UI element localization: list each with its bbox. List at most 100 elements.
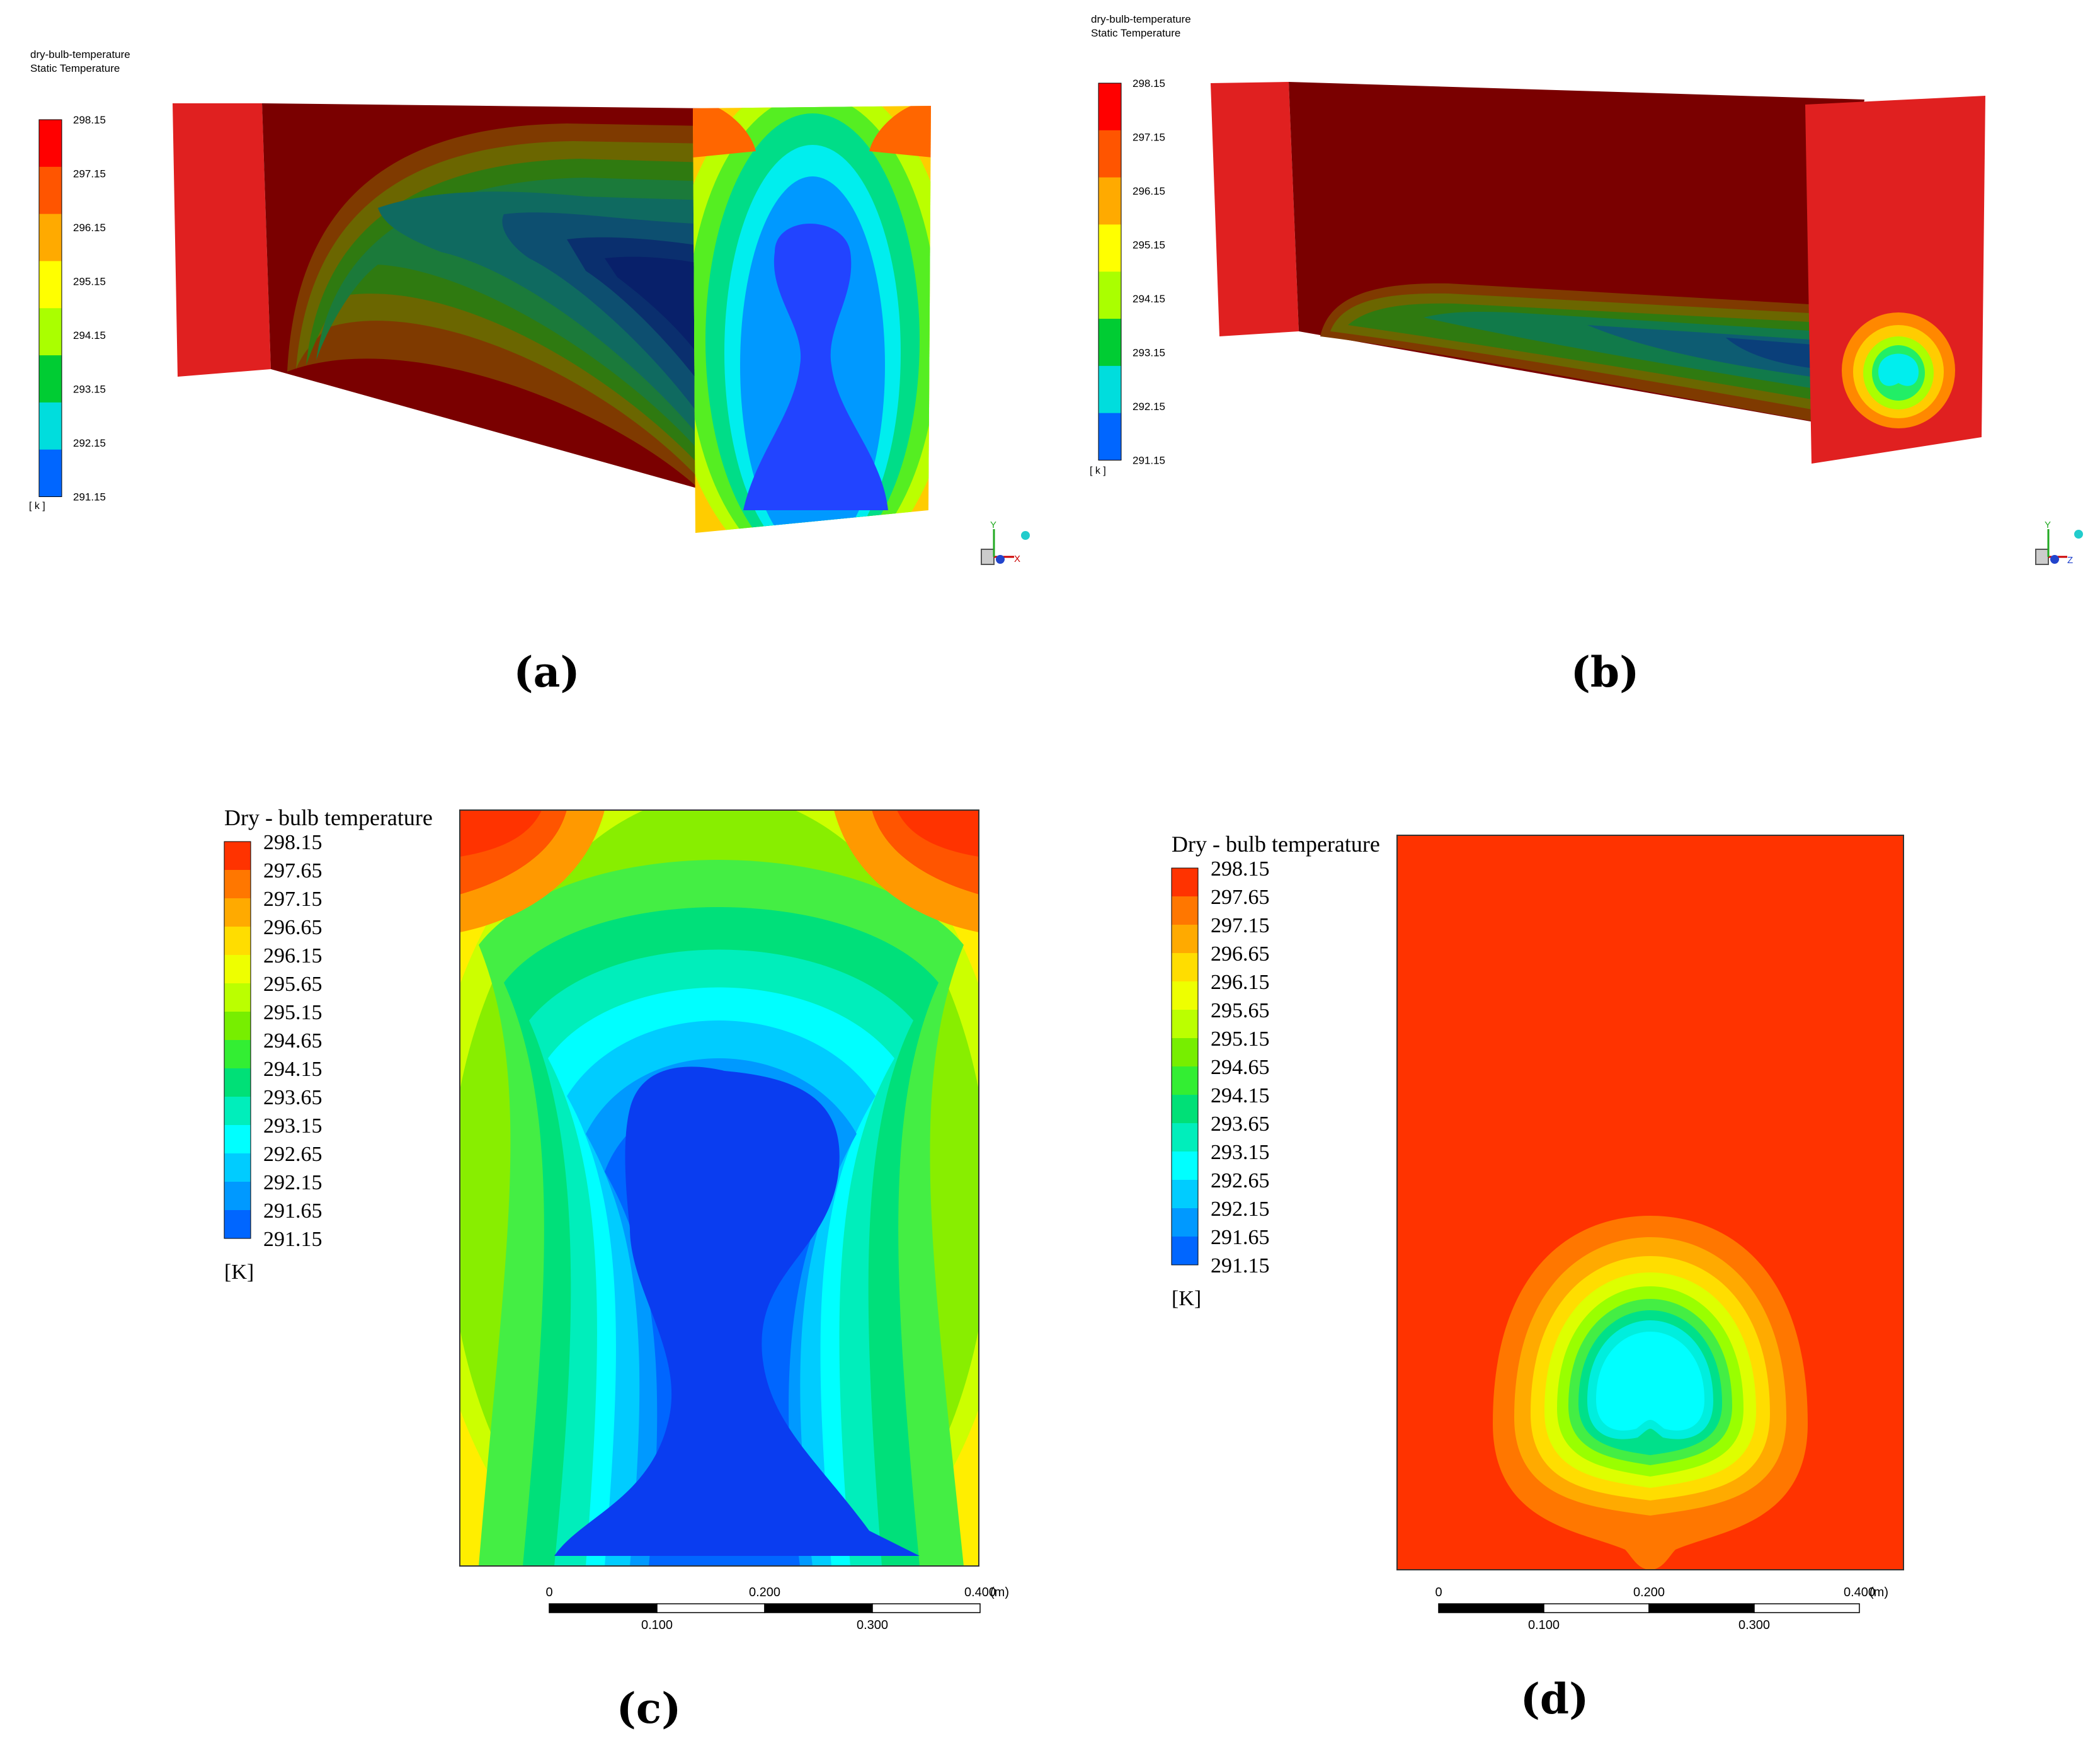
legend-band: [1172, 1237, 1198, 1266]
legend-tick-label: 292.65: [1211, 1169, 1270, 1192]
panel-a-label: (a): [513, 648, 579, 697]
legend-tick-label: 297.65: [263, 859, 322, 883]
panel-b-left-wall: [1211, 82, 1299, 336]
legend-band: [39, 308, 62, 356]
panel-b-legend-title-2: Static Temperature: [1091, 27, 1180, 39]
scale-segment: [1754, 1603, 1860, 1613]
legend-band: [1172, 953, 1198, 982]
panel-a-legend-title-2: Static Temperature: [30, 62, 120, 74]
panel-a: dry-bulb-temperature Static Temperature …: [29, 49, 1030, 697]
scale-segment: [1543, 1603, 1650, 1613]
legend-band: [1099, 83, 1121, 131]
legend-band: [224, 870, 251, 899]
legend-band: [1172, 1010, 1198, 1039]
legend-band: [1099, 271, 1121, 319]
legend-tick-label: 297.15: [1211, 914, 1270, 937]
legend-tick-label: 291.15: [73, 491, 106, 503]
legend-tick-label: 292.15: [1133, 401, 1165, 413]
panel-b-axis-z-label: Z: [2067, 555, 2073, 566]
legend-frame: [224, 841, 251, 1239]
panel-c-color-legend: 298.15 297.65 297.15 296.65 296.15 295.65 295.…: [224, 831, 322, 1251]
legend-tick-label: 296.65: [1211, 942, 1270, 966]
panel-c-label: (c): [617, 1684, 682, 1733]
legend-frame: [38, 119, 62, 497]
scale-tick-label: 0.400: [1844, 1586, 1875, 1599]
legend-band: [224, 1097, 251, 1126]
panel-a-unit: [ k ]: [29, 501, 45, 511]
panel-a-jet-plume: [287, 123, 708, 489]
legend-band: [1172, 1038, 1198, 1067]
legend-band: [1172, 896, 1198, 925]
panel-b-color-legend: 298.15 297.15 296.15 295.15 294.15 293.15 292.…: [1098, 77, 1165, 466]
legend-tick-label: 295.15: [1133, 239, 1165, 251]
legend-tick-label: 296.65: [263, 916, 322, 939]
legend-tick-label: 294.15: [1133, 293, 1165, 305]
scale-tick-label: 0.300: [1738, 1618, 1770, 1632]
legend-band: [1172, 1095, 1198, 1124]
panel-a-axis-y-label: Y: [990, 520, 996, 530]
legend-tick-label: 293.15: [73, 383, 106, 395]
panel-a-legend-title-1: dry-bulb-temperature: [30, 49, 130, 60]
scale-segment: [872, 1603, 981, 1613]
legend-tick-label: 291.65: [1211, 1226, 1270, 1249]
legend-band: [224, 955, 251, 984]
legend-band: [224, 927, 251, 956]
legend-band: [224, 1012, 251, 1041]
scale-tick-label: 0.200: [749, 1586, 780, 1599]
scale-tick-label: 0.400: [964, 1586, 996, 1599]
legend-tick-label: 297.15: [73, 168, 106, 180]
legend-band: [39, 449, 62, 497]
panel-b-outlet-plane: [1805, 96, 1985, 464]
legend-tick-label: 294.65: [263, 1029, 322, 1053]
panel-b-3d-view: Z Y: [1211, 82, 2083, 566]
legend-band: [1099, 413, 1121, 460]
legend-band: [1172, 925, 1198, 954]
legend-tick-label: 297.15: [263, 888, 322, 911]
legend-band: [39, 261, 62, 309]
legend-tick-label: 291.15: [1133, 454, 1165, 466]
legend-frame: [1098, 83, 1122, 460]
legend-band: [224, 1068, 251, 1097]
legend-tick-label: 291.15: [263, 1228, 322, 1251]
legend-tick-label: 298.15: [263, 831, 322, 854]
legend-tick-label: 297.15: [1133, 131, 1165, 143]
panel-a-axis-x-label: X: [1014, 554, 1020, 564]
scale-tick-label: 0.100: [1528, 1618, 1560, 1632]
legend-tick-label: 295.65: [263, 973, 322, 996]
legend-tick-label: 293.65: [263, 1086, 322, 1109]
legend-tick-label: 295.65: [1211, 999, 1270, 1022]
legend-tick-label: 295.15: [263, 1001, 322, 1024]
panel-b: dry-bulb-temperature Static Temperature …: [1090, 13, 2083, 697]
legend-band: [39, 402, 62, 450]
legend-frame: [1171, 867, 1199, 1266]
legend-band: [224, 898, 251, 927]
legend-tick-label: 297.65: [1211, 886, 1270, 909]
panel-d: Dry - bulb temperature 298.15 297.65 297.1…: [1171, 831, 1904, 1723]
panel-c-scale-bar: 0 0.200 0.400 0.100 0.300 (m): [545, 1586, 1009, 1632]
legend-tick-label: 298.15: [1133, 77, 1165, 89]
panel-c-unit: [K]: [224, 1260, 254, 1284]
legend-band: [224, 1125, 251, 1154]
panel-d-unit: [K]: [1172, 1287, 1201, 1310]
legend-tick-label: 294.65: [1211, 1056, 1270, 1079]
legend-tick-label: 292.15: [263, 1171, 322, 1194]
legend-tick-label: 294.15: [1211, 1084, 1270, 1107]
panel-a-3d-view: X Y: [173, 103, 1030, 565]
legend-tick-label: 296.15: [263, 944, 322, 968]
legend-band: [1172, 868, 1198, 897]
scale-segment: [549, 1603, 658, 1613]
legend-tick-label: 292.15: [73, 437, 106, 449]
scale-segment: [656, 1603, 765, 1613]
panel-b-label: (b): [1571, 648, 1640, 697]
legend-band: [224, 1153, 251, 1182]
panel-d-label: (d): [1521, 1674, 1589, 1723]
legend-band: [1099, 365, 1121, 414]
legend-tick-label: 296.15: [1211, 971, 1270, 994]
panel-b-axis-y-label: Y: [2045, 520, 2051, 530]
legend-band: [1172, 1152, 1198, 1180]
legend-tick-label: 296.15: [1133, 185, 1165, 197]
scale-segment: [1648, 1603, 1755, 1613]
panel-d-legend-title: Dry - bulb temperature: [1172, 831, 1380, 857]
legend-band: [224, 1040, 251, 1069]
